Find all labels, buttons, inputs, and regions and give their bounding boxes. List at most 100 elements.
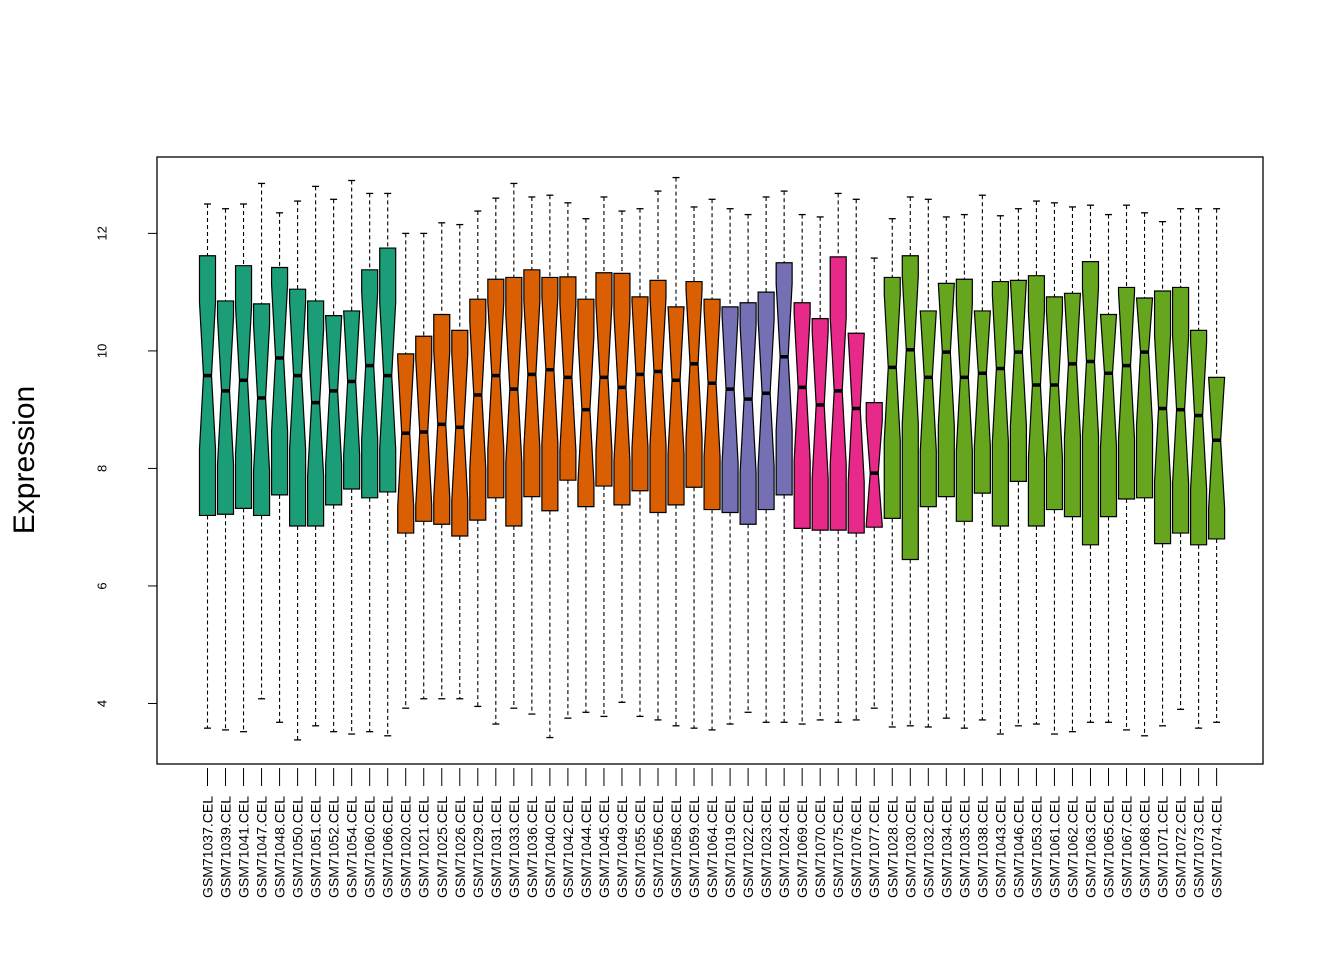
- y-axis: 4 6 8 10 12: [95, 226, 157, 707]
- box-body: [613, 272, 631, 506]
- x-tick-label: GSM71070.CEL: [812, 796, 828, 898]
- x-tick-label: GSM71073.CEL: [1191, 796, 1207, 898]
- x-tick-label: GSM71040.CEL: [542, 796, 558, 898]
- box-body: [847, 332, 865, 534]
- box-body: [1099, 313, 1118, 518]
- box-body: [937, 282, 955, 498]
- x-tick-label: GSM71058.CEL: [668, 796, 684, 898]
- x-tick-label: GSM71043.CEL: [992, 796, 1008, 898]
- box-GSM71033.CEL: [505, 182, 523, 709]
- box-body: [865, 402, 883, 528]
- x-tick-label: GSM71035.CEL: [956, 796, 972, 898]
- box-GSM71045.CEL: [595, 196, 613, 718]
- x-tick-label: GSM71063.CEL: [1082, 796, 1098, 898]
- box-body: [1207, 376, 1226, 540]
- x-tick-label: GSM71022.CEL: [740, 796, 756, 898]
- x-tick-label: GSM71069.CEL: [794, 796, 810, 898]
- x-tick-label: GSM71044.CEL: [578, 796, 594, 898]
- box-body: [649, 279, 667, 514]
- box-body: [487, 278, 505, 499]
- box-body: [721, 306, 739, 514]
- box-GSM71031.CEL: [487, 197, 505, 725]
- x-tick-label: GSM71046.CEL: [1010, 796, 1026, 898]
- x-tick-label: GSM71020.CEL: [398, 796, 414, 898]
- y-axis-title: Expression: [8, 386, 41, 534]
- box-body: [991, 280, 1009, 527]
- x-tick-label: GSM71066.CEL: [380, 796, 396, 898]
- box-GSM71064.CEL: [703, 198, 721, 731]
- box-GSM71049.CEL: [613, 210, 631, 703]
- x-tick-label: GSM71048.CEL: [272, 796, 288, 898]
- box-GSM71024.CEL: [775, 190, 793, 723]
- x-tick-label: GSM71053.CEL: [1028, 796, 1044, 898]
- box-body: [775, 262, 793, 496]
- box-body: [343, 310, 361, 490]
- box-body: [667, 306, 685, 506]
- x-tick-label: GSM71074.CEL: [1209, 796, 1225, 898]
- x-tick-label: GSM71034.CEL: [938, 796, 954, 898]
- x-tick-label: GSM71045.CEL: [596, 796, 612, 898]
- box-body: [1081, 260, 1100, 546]
- x-tick-label: GSM71031.CEL: [488, 796, 504, 898]
- box-GSM71052.CEL: [325, 198, 343, 733]
- x-tick-label: GSM71072.CEL: [1173, 796, 1189, 898]
- box-GSM71028.CEL: [883, 218, 901, 728]
- box-body: [415, 335, 433, 522]
- box-body: [234, 265, 253, 509]
- box-GSM71039.CEL: [216, 208, 235, 731]
- box-body: [883, 276, 901, 519]
- box-body: [1009, 279, 1028, 482]
- x-tick-label: GSM71077.CEL: [866, 796, 882, 898]
- box-GSM71073.CEL: [1189, 208, 1208, 729]
- box-body: [973, 310, 991, 494]
- x-tick-label: GSM71054.CEL: [344, 796, 360, 898]
- box-body: [433, 313, 451, 525]
- x-tick-label: GSM71032.CEL: [920, 796, 936, 898]
- x-tick-label: GSM71075.CEL: [830, 796, 846, 898]
- box-GSM71043.CEL: [991, 215, 1009, 735]
- x-tick-label: GSM71064.CEL: [704, 796, 720, 898]
- box-body: [1135, 297, 1154, 499]
- box-GSM71025.CEL: [433, 222, 451, 700]
- box-GSM71035.CEL: [955, 213, 973, 729]
- box-body: [307, 300, 325, 527]
- box-GSM71068.CEL: [1135, 212, 1154, 737]
- x-tick-label: GSM71076.CEL: [848, 796, 864, 898]
- box-body: [901, 255, 919, 561]
- x-tick-label: GSM71068.CEL: [1137, 796, 1153, 898]
- x-tick-label: GSM71041.CEL: [236, 796, 252, 898]
- box-GSM71072.CEL: [1171, 208, 1190, 711]
- x-tick-label: GSM71024.CEL: [776, 796, 792, 898]
- x-tick-label: GSM71062.CEL: [1064, 796, 1080, 898]
- box-body: [397, 353, 415, 534]
- box-GSM71040.CEL: [541, 194, 559, 739]
- x-tick-label: GSM71051.CEL: [308, 796, 324, 898]
- y-tick-label: 6: [95, 582, 110, 589]
- box-GSM71070.CEL: [811, 216, 829, 721]
- x-tick-label: GSM71029.CEL: [470, 796, 486, 898]
- box-GSM71048.CEL: [270, 212, 289, 723]
- x-tick-label: GSM71065.CEL: [1101, 796, 1117, 898]
- box-GSM71030.CEL: [901, 196, 919, 727]
- box-body: [685, 280, 703, 488]
- box-GSM71060.CEL: [361, 192, 379, 733]
- x-tick-label: GSM71047.CEL: [254, 796, 270, 898]
- box-GSM71042.CEL: [559, 202, 577, 719]
- box-body: [325, 315, 343, 506]
- box-body: [270, 266, 289, 496]
- box-GSM71076.CEL: [847, 198, 865, 721]
- x-tick-label: GSM71067.CEL: [1119, 796, 1135, 898]
- x-tick-label: GSM71059.CEL: [686, 796, 702, 898]
- box-body: [469, 298, 487, 521]
- box-body: [1153, 290, 1172, 545]
- y-tick-label: 8: [95, 465, 110, 472]
- box-GSM71034.CEL: [937, 216, 955, 719]
- box-body: [361, 269, 379, 499]
- box-GSM71036.CEL: [523, 196, 541, 715]
- box-GSM71077.CEL: [865, 257, 883, 709]
- box-body: [703, 298, 721, 511]
- box-body: [289, 288, 307, 527]
- box-body: [1117, 286, 1136, 500]
- box-body: [793, 302, 811, 529]
- y-tick-label: 10: [95, 344, 110, 358]
